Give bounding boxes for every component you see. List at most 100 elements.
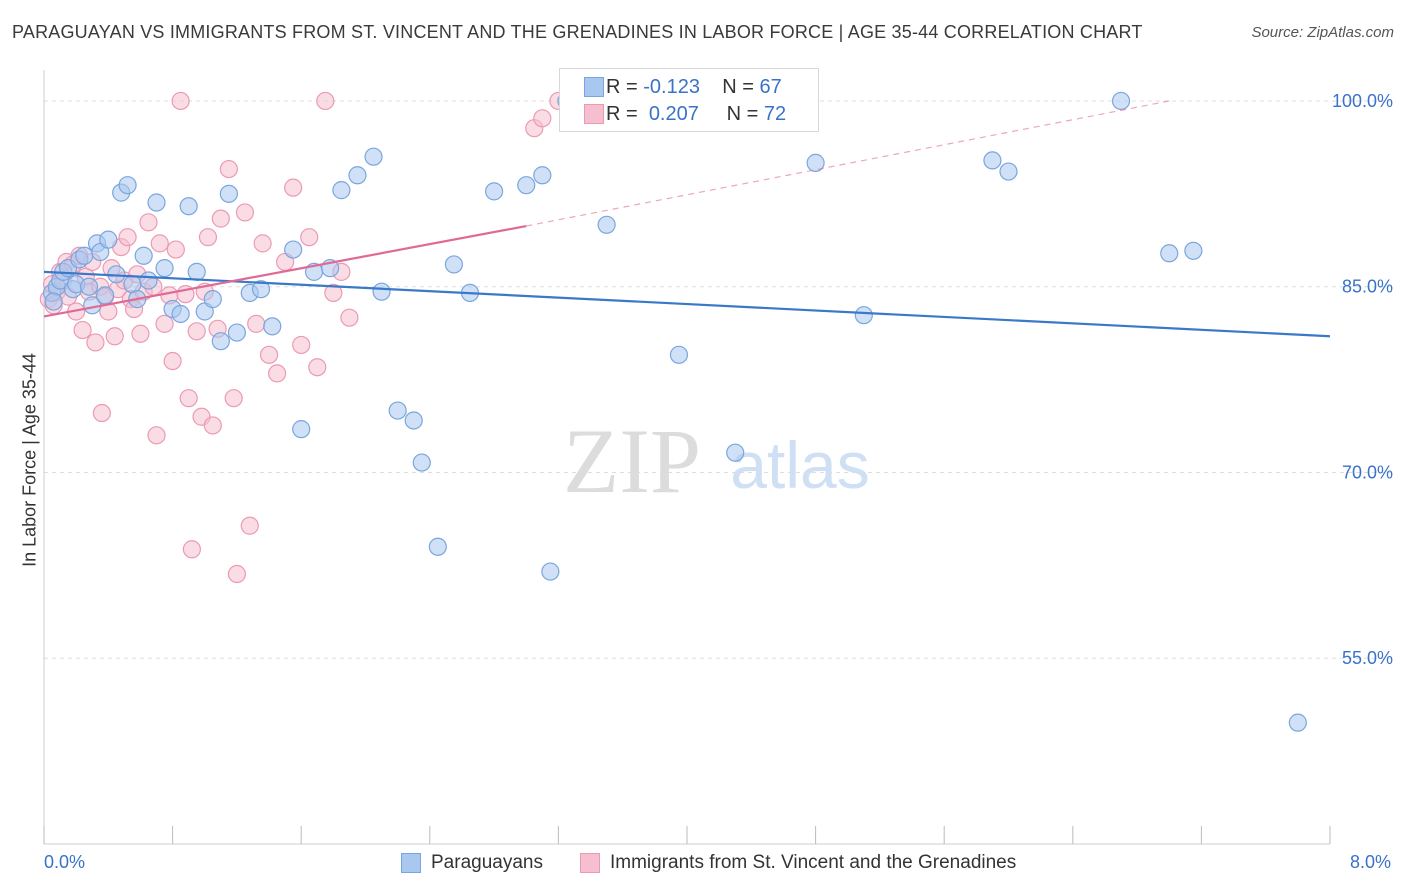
immigrants-point — [235, 203, 255, 222]
immigrants-point — [324, 283, 343, 303]
paraguayans-point — [263, 317, 282, 336]
paraguayans-point — [134, 246, 153, 265]
paraguayans-point — [284, 240, 303, 259]
paraguayans-point — [155, 259, 174, 278]
immigrants-point — [150, 234, 169, 253]
legend-r-value: -0.123 — [643, 75, 700, 98]
immigrants-point — [171, 91, 190, 111]
immigrants-point — [300, 228, 319, 247]
legend-swatch-blue — [401, 853, 421, 873]
paraguayans-point — [292, 420, 311, 439]
axes — [43, 70, 1331, 845]
paraguayans-point — [99, 230, 118, 249]
paraguayans-point — [485, 182, 504, 201]
paraguayans-point — [669, 345, 689, 364]
immigrants-point — [131, 324, 150, 343]
y-tick-label: 70.0% — [1342, 462, 1393, 482]
immigrants-point — [203, 416, 222, 435]
paraguayans-point — [444, 255, 464, 274]
x-tick-max: 8.0% — [1350, 852, 1392, 872]
immigrants-point — [267, 364, 287, 383]
legend-swatch-pink — [580, 853, 600, 873]
immigrants-point — [105, 327, 124, 346]
paraguayans-point — [251, 280, 271, 299]
paraguayans-point — [332, 181, 351, 200]
legend-r-value: 0.207 — [648, 102, 699, 125]
paraguayans-point — [372, 282, 391, 301]
immigrants-point — [224, 389, 243, 408]
paraguayans-point — [1288, 713, 1307, 732]
x-tick-min: 0.0% — [44, 852, 86, 872]
legend-swatch-pink — [584, 104, 604, 124]
paraguayans-point — [203, 290, 222, 309]
paraguayans-point — [983, 151, 1002, 170]
y-tick-label: 100.0% — [1332, 91, 1393, 111]
immigrants-point — [166, 240, 185, 259]
y-tick-labels: 100.0% 85.0% 70.0% 55.0% — [1332, 91, 1393, 668]
immigrants-point — [240, 516, 259, 535]
immigrants-point — [147, 426, 166, 445]
immigrants-point — [179, 389, 198, 408]
immigrants-point — [182, 540, 201, 559]
paraguayans-point — [726, 443, 745, 462]
legend-n-label: N = — [726, 102, 759, 125]
immigrants-point — [533, 109, 552, 128]
paraguayans-point — [854, 306, 873, 325]
legend-r-label: R = — [606, 75, 638, 98]
paraguayans-point — [1160, 244, 1179, 263]
paraguayans-point — [364, 147, 383, 166]
immigrants-point — [284, 178, 303, 197]
paraguayans-trend-line — [43, 270, 1331, 338]
paraguayans-point — [75, 246, 94, 265]
immigrants-point — [86, 333, 105, 352]
paraguayans-point — [44, 292, 63, 311]
legend-n-value: 67 — [759, 75, 782, 98]
watermark-atlas: atlas — [730, 428, 869, 502]
legend-label-immigrants: Immigrants from St. Vincent and the Gren… — [610, 852, 1017, 873]
paraguayans-point — [597, 215, 616, 234]
immigrants-point — [247, 314, 266, 333]
series-immigrants-points — [39, 91, 600, 584]
immigrants-point — [259, 345, 279, 364]
paraguayans-point — [179, 197, 198, 216]
immigrants-point — [139, 213, 158, 232]
series-paraguayans-points — [42, 91, 1307, 732]
paraguayans-point — [533, 166, 552, 185]
trend-lines — [43, 100, 1331, 338]
immigrants-point — [227, 564, 246, 584]
grid-lines — [44, 100, 1395, 659]
immigrants-point — [118, 228, 137, 247]
paraguayans-point — [147, 193, 166, 212]
stats-legend: R = -0.123 N = 67 R = 0.207 N = 72 — [559, 68, 819, 132]
legend-row-immigrants: R = 0.207 N = 72 — [584, 102, 787, 126]
immigrants-point — [92, 403, 111, 423]
paraguayans-point — [1111, 91, 1131, 111]
y-tick-label: 85.0% — [1342, 277, 1393, 297]
legend-label-paraguayans: Paraguayans — [431, 852, 543, 873]
immigrants-point — [308, 358, 327, 377]
paraguayans-point — [79, 277, 99, 296]
immigrants-point — [219, 159, 238, 179]
immigrants-point — [316, 91, 335, 111]
immigrants-point — [211, 209, 230, 228]
y-axis-label: In Labor Force | Age 35-44 — [19, 353, 40, 567]
legend-row-paraguayans: R = -0.123 N = 67 — [584, 75, 782, 99]
legend-item-paraguayans[interactable]: Paraguayans — [401, 852, 543, 874]
paraguayans-point — [139, 271, 158, 290]
paraguayans-point — [404, 411, 423, 430]
paraguayans-point — [187, 262, 206, 281]
legend-item-immigrants[interactable]: Immigrants from St. Vincent and the Gren… — [580, 852, 1016, 874]
paraguayans-point — [999, 162, 1018, 181]
paraguayans-point — [541, 562, 560, 581]
immigrants-point — [198, 228, 218, 247]
paraguayans-point — [171, 304, 190, 324]
source-label: Source: ZipAtlas.com — [1251, 24, 1394, 41]
immigrants-point — [73, 320, 92, 340]
paraguayans-point — [348, 166, 367, 185]
legend-n-value: 72 — [763, 102, 787, 125]
immigrants-point — [155, 314, 174, 333]
paraguayans-point — [211, 332, 230, 351]
immigrants-point — [253, 234, 272, 253]
legend-swatch-blue — [584, 77, 604, 97]
